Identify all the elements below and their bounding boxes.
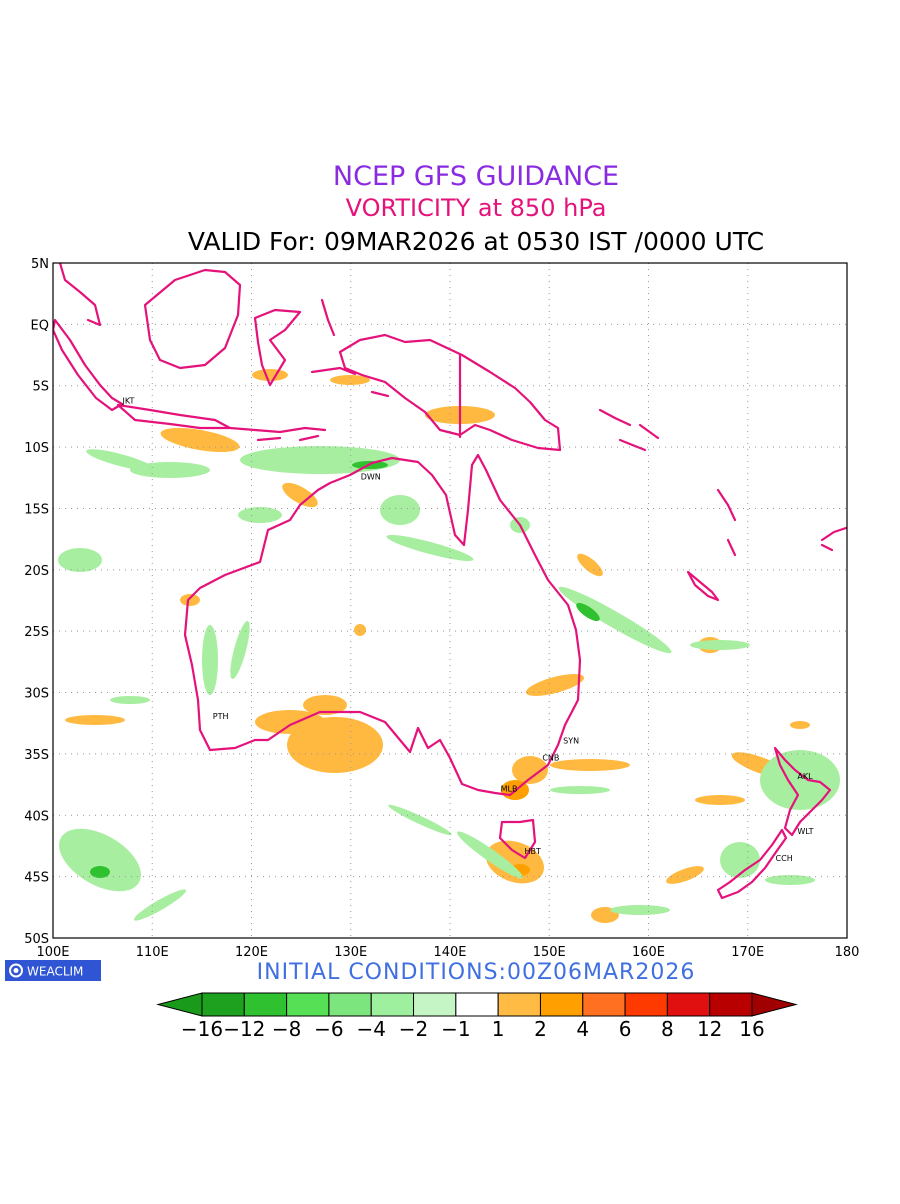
colorbar-label: 12 (697, 1017, 722, 1041)
lat-tick-label: 25S (24, 625, 49, 640)
city-label: MLB (501, 784, 518, 793)
lon-tick-label: 150E (533, 945, 566, 960)
colorbar-swatch (328, 992, 372, 1017)
lon-tick-label: 170E (731, 945, 764, 960)
lat-tick-label: 50S (24, 932, 49, 947)
colorbar-swatch (666, 992, 711, 1017)
colorbar-label: 4 (576, 1017, 589, 1041)
weaclim-logo: WEACLIM (5, 960, 101, 981)
longitude-axis-labels: 100E 110E 120E 130E 140E 150E 160E 170E 180 (36, 945, 859, 960)
colorbar-swatch (243, 992, 288, 1017)
colorbar-label: −12 (223, 1017, 265, 1041)
colorbar-swatch (413, 992, 457, 1017)
lat-tick-label: 10S (24, 441, 49, 456)
colorbar-swatch (582, 992, 626, 1017)
colorbar-swatch (709, 992, 753, 1017)
city-label: PTH (213, 712, 229, 721)
logo-circle-icon (9, 963, 23, 978)
city-labels: JKT DWN PTH SYN CNB MLB HBT AKL WLT CCH (121, 396, 813, 863)
colorbar-swatch (455, 992, 499, 1017)
colorbar-label: −16 (181, 1017, 223, 1041)
colorbar-label: 6 (619, 1017, 632, 1041)
colorbar-swatch (539, 992, 584, 1017)
lon-tick-label: 130E (334, 945, 367, 960)
city-label: CNB (542, 754, 559, 763)
title-valid-time: VALID For: 09MAR2026 at 0530 IST /0000 U… (188, 227, 764, 256)
lat-tick-label: 30S (24, 687, 49, 702)
lon-tick-label: 100E (36, 945, 69, 960)
title-model: NCEP GFS GUIDANCE (333, 161, 619, 192)
lat-tick-label: 35S (24, 748, 49, 763)
lat-tick-label: 5S (32, 380, 49, 395)
colorbar-swatch (497, 992, 541, 1017)
map-frame (52, 262, 848, 939)
lat-tick-label: EQ (31, 318, 49, 333)
colorbar-label: 8 (661, 1017, 674, 1041)
city-label: JKT (121, 396, 134, 405)
latitude-axis-labels: 5N EQ 5S 10S 15S 20S 25S 30S 35S 40S 45S 50S (24, 257, 49, 947)
lat-tick-label: 45S (24, 871, 49, 886)
lon-tick-label: 140E (433, 945, 466, 960)
map-area: JKT DWN PTH SYN CNB MLB HBT AKL WLT CCH (53, 263, 847, 938)
lon-tick-label: 110E (136, 945, 169, 960)
positive-vorticity-shading (65, 369, 810, 923)
initial-conditions-label: INITIAL CONDITIONS:00Z06MAR2026 (257, 960, 696, 985)
colorbar-swatch (370, 992, 415, 1017)
lon-tick-label: 120E (235, 945, 268, 960)
lat-tick-label: 5N (31, 257, 49, 272)
colorbar-low-arrow (156, 992, 203, 1017)
lon-tick-label: 180 (835, 945, 860, 960)
colorbar-label: −4 (356, 1017, 385, 1041)
title-variable: VORTICITY at 850 hPa (346, 194, 607, 222)
city-label: SYN (563, 736, 579, 745)
colorbar-label: 1 (492, 1017, 505, 1041)
city-label: DWN (361, 473, 381, 482)
colorbar-label: −2 (399, 1017, 428, 1041)
colorbar-label: −6 (314, 1017, 343, 1041)
lat-tick-label: 40S (24, 809, 49, 824)
colorbar: −16 −12 −8 −6 −4 −2 −1 1 2 4 6 8 12 16 (156, 992, 798, 1041)
city-label: HBT (524, 847, 541, 856)
colorbar-high-arrow (751, 992, 798, 1017)
colorbar-swatch (286, 992, 330, 1017)
colorbar-label: 2 (534, 1017, 547, 1041)
colorbar-label: 16 (739, 1017, 764, 1041)
colorbar-label: −8 (272, 1017, 301, 1041)
lat-tick-label: 15S (24, 502, 49, 517)
colorbar-swatch (624, 992, 668, 1017)
city-label: WLT (797, 827, 813, 836)
city-label: AKL (797, 772, 813, 781)
city-label: CCH (776, 854, 793, 863)
coastlines (53, 263, 847, 900)
logo-text: WEACLIM (27, 965, 83, 979)
negative-vorticity-shading (58, 446, 840, 921)
colorbar-label: −1 (441, 1017, 470, 1041)
lat-tick-label: 20S (24, 564, 49, 579)
lon-tick-label: 160E (632, 945, 665, 960)
colorbar-swatch (201, 992, 245, 1017)
